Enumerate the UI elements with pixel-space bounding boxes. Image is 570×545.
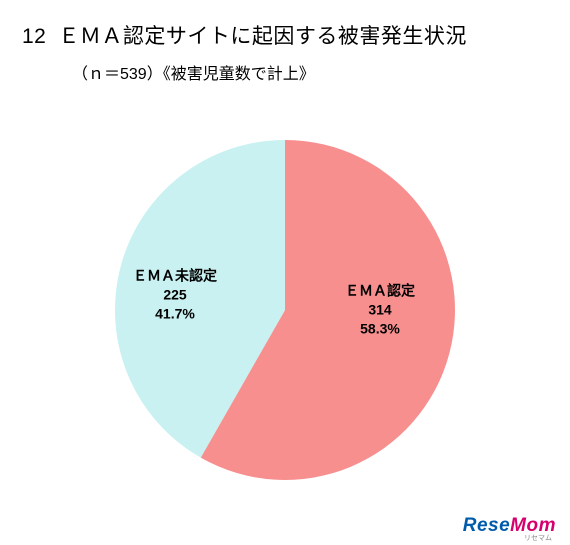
slice-label-percent: 41.7% [133,304,217,323]
slice-label-ema_uncertified: ＥＭＡ未認定22541.7% [133,267,217,324]
slice-label-name: ＥＭＡ認定 [345,282,415,301]
watermark-part-a: Rese [463,515,510,536]
title-text: ＥＭＡ認定サイトに起因する被害発生状況 [58,25,467,48]
slice-label-name: ＥＭＡ未認定 [133,267,217,286]
slice-label-count: 225 [133,286,217,305]
page-title: 12 ＥＭＡ認定サイトに起因する被害発生状況 [22,20,467,50]
slice-label-count: 314 [345,301,415,320]
pie-chart: ＥＭＡ認定31458.3% ＥＭＡ未認定22541.7% [0,110,570,510]
slice-label-ema_certified: ＥＭＡ認定31458.3% [345,282,415,339]
title-number: 12 [22,25,46,49]
watermark-sub: リセマム [524,533,552,543]
slice-label-percent: 58.3% [345,319,415,338]
subtitle: （ｎ＝539）《被害児童数で計上》 [72,60,315,84]
